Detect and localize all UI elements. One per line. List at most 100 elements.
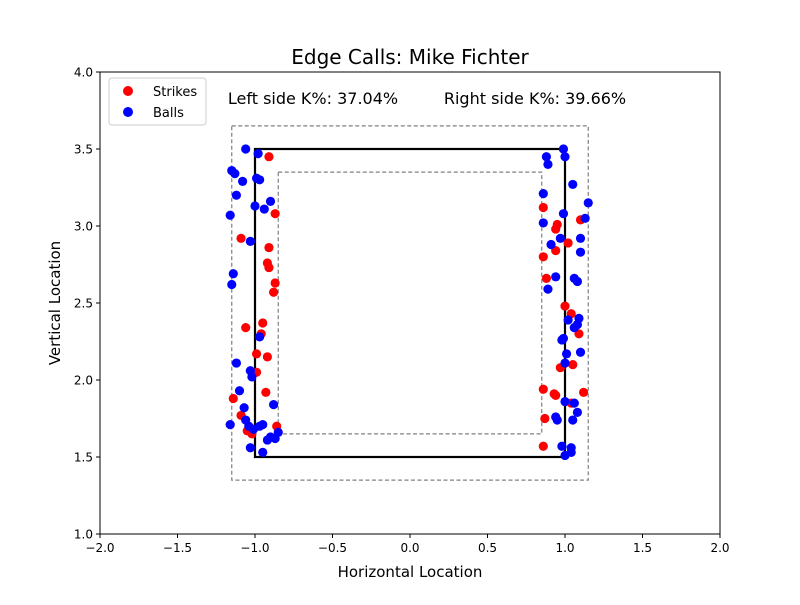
strike-point <box>258 318 268 328</box>
ball-point <box>247 372 257 382</box>
ball-point <box>231 190 241 200</box>
ball-point <box>245 443 255 453</box>
ball-point <box>253 149 263 159</box>
y-tick-label: 3.0 <box>74 220 93 234</box>
strike-point <box>560 301 570 311</box>
ball-point <box>239 403 249 413</box>
ball-point <box>552 415 562 425</box>
ball-point <box>241 144 251 154</box>
strike-point <box>538 252 548 262</box>
ball-point <box>225 420 235 430</box>
ball-point <box>572 407 583 417</box>
ball-point <box>546 239 556 250</box>
x-tick-label: 1.5 <box>633 541 652 555</box>
inner-edge-zone <box>277 171 543 435</box>
plot-area <box>100 72 720 534</box>
y-tick-label: 4.0 <box>74 66 93 80</box>
strike-point <box>552 219 562 230</box>
left-k-annotation: Left side K%: 37.04% <box>228 89 398 108</box>
legend-balls-label: Balls <box>153 106 184 121</box>
x-tick-label: 1.0 <box>555 541 574 555</box>
ball-point <box>558 144 569 154</box>
y-axis-label: Vertical Location <box>46 241 64 365</box>
ball-point <box>538 218 548 228</box>
strike-point <box>261 387 271 397</box>
y-tick-label: 1.5 <box>74 451 93 465</box>
ball-point <box>248 424 259 434</box>
strike-point <box>551 390 561 400</box>
x-tick-label: −1.0 <box>240 541 269 555</box>
ball-point <box>227 279 237 290</box>
legend-box <box>108 77 207 126</box>
legend-balls-marker <box>123 107 133 117</box>
x-tick-label: −2.0 <box>85 541 114 555</box>
strike-point <box>541 273 552 283</box>
ball-point <box>583 198 593 208</box>
ball-point <box>541 152 552 162</box>
strike-point <box>270 209 280 219</box>
ball-point <box>231 358 241 368</box>
ball-point <box>255 175 265 185</box>
ball-point <box>569 398 579 408</box>
strike-point <box>538 384 548 394</box>
ball-point <box>265 196 276 206</box>
x-tick-label: −0.5 <box>318 541 347 555</box>
ball-point <box>538 189 548 199</box>
chart-title: Edge Calls: Mike Fichter <box>291 45 529 69</box>
ball-point <box>558 209 569 219</box>
y-tick-label: 2.5 <box>74 297 93 311</box>
strike-point <box>264 262 274 273</box>
ball-point <box>555 233 565 243</box>
legend-strikes-marker <box>123 86 133 96</box>
x-tick-label: 0.5 <box>478 541 497 555</box>
strike-point <box>228 393 238 404</box>
ball-point <box>580 213 590 223</box>
ball-point <box>543 284 553 294</box>
x-tick-label: −1.5 <box>163 541 192 555</box>
outer-edge-zone <box>231 125 589 481</box>
ball-point <box>255 332 265 342</box>
strike-point <box>538 441 548 451</box>
ball-point <box>560 396 570 407</box>
x-tick-label: 0.0 <box>400 541 419 555</box>
strike-point <box>264 242 274 253</box>
strike-point <box>236 233 246 243</box>
ball-point <box>557 441 567 451</box>
strike-point <box>262 352 272 362</box>
strike-point <box>251 349 262 359</box>
ball-point <box>558 333 569 344</box>
ball-point <box>258 420 268 430</box>
ball-point <box>575 247 586 257</box>
ball-point <box>561 349 572 359</box>
ball-point <box>575 347 586 357</box>
right-k-annotation: Right side K%: 39.66% <box>444 89 626 108</box>
y-tick-label: 2.0 <box>74 374 93 388</box>
ball-point <box>228 269 238 279</box>
points-layer <box>225 144 593 461</box>
legend-strikes-label: Strikes <box>153 85 197 100</box>
y-tick-label: 3.5 <box>74 143 93 157</box>
ball-point <box>575 233 586 243</box>
ball-point <box>225 210 235 220</box>
ball-point <box>245 236 255 246</box>
ball-point <box>551 272 561 282</box>
strike-point <box>579 387 589 397</box>
ball-point <box>560 358 570 368</box>
ball-point <box>269 400 279 410</box>
ball-point <box>258 447 268 457</box>
ball-point <box>259 204 269 214</box>
ball-point <box>230 169 240 179</box>
ball-point <box>238 176 248 186</box>
strike-point <box>241 323 251 333</box>
ball-point <box>250 201 260 211</box>
x-axis-label: Horizontal Location <box>338 563 483 581</box>
legend: Strikes Balls <box>108 77 207 126</box>
strike-point <box>568 360 578 370</box>
strike-point <box>563 238 573 248</box>
y-axis-ticks: 1.0 1.5 2.0 2.5 3.0 3.5 4.0 <box>74 66 100 542</box>
ball-point <box>569 323 579 333</box>
ball-point <box>568 179 578 190</box>
ball-point <box>572 276 583 287</box>
ball-point <box>560 152 570 162</box>
